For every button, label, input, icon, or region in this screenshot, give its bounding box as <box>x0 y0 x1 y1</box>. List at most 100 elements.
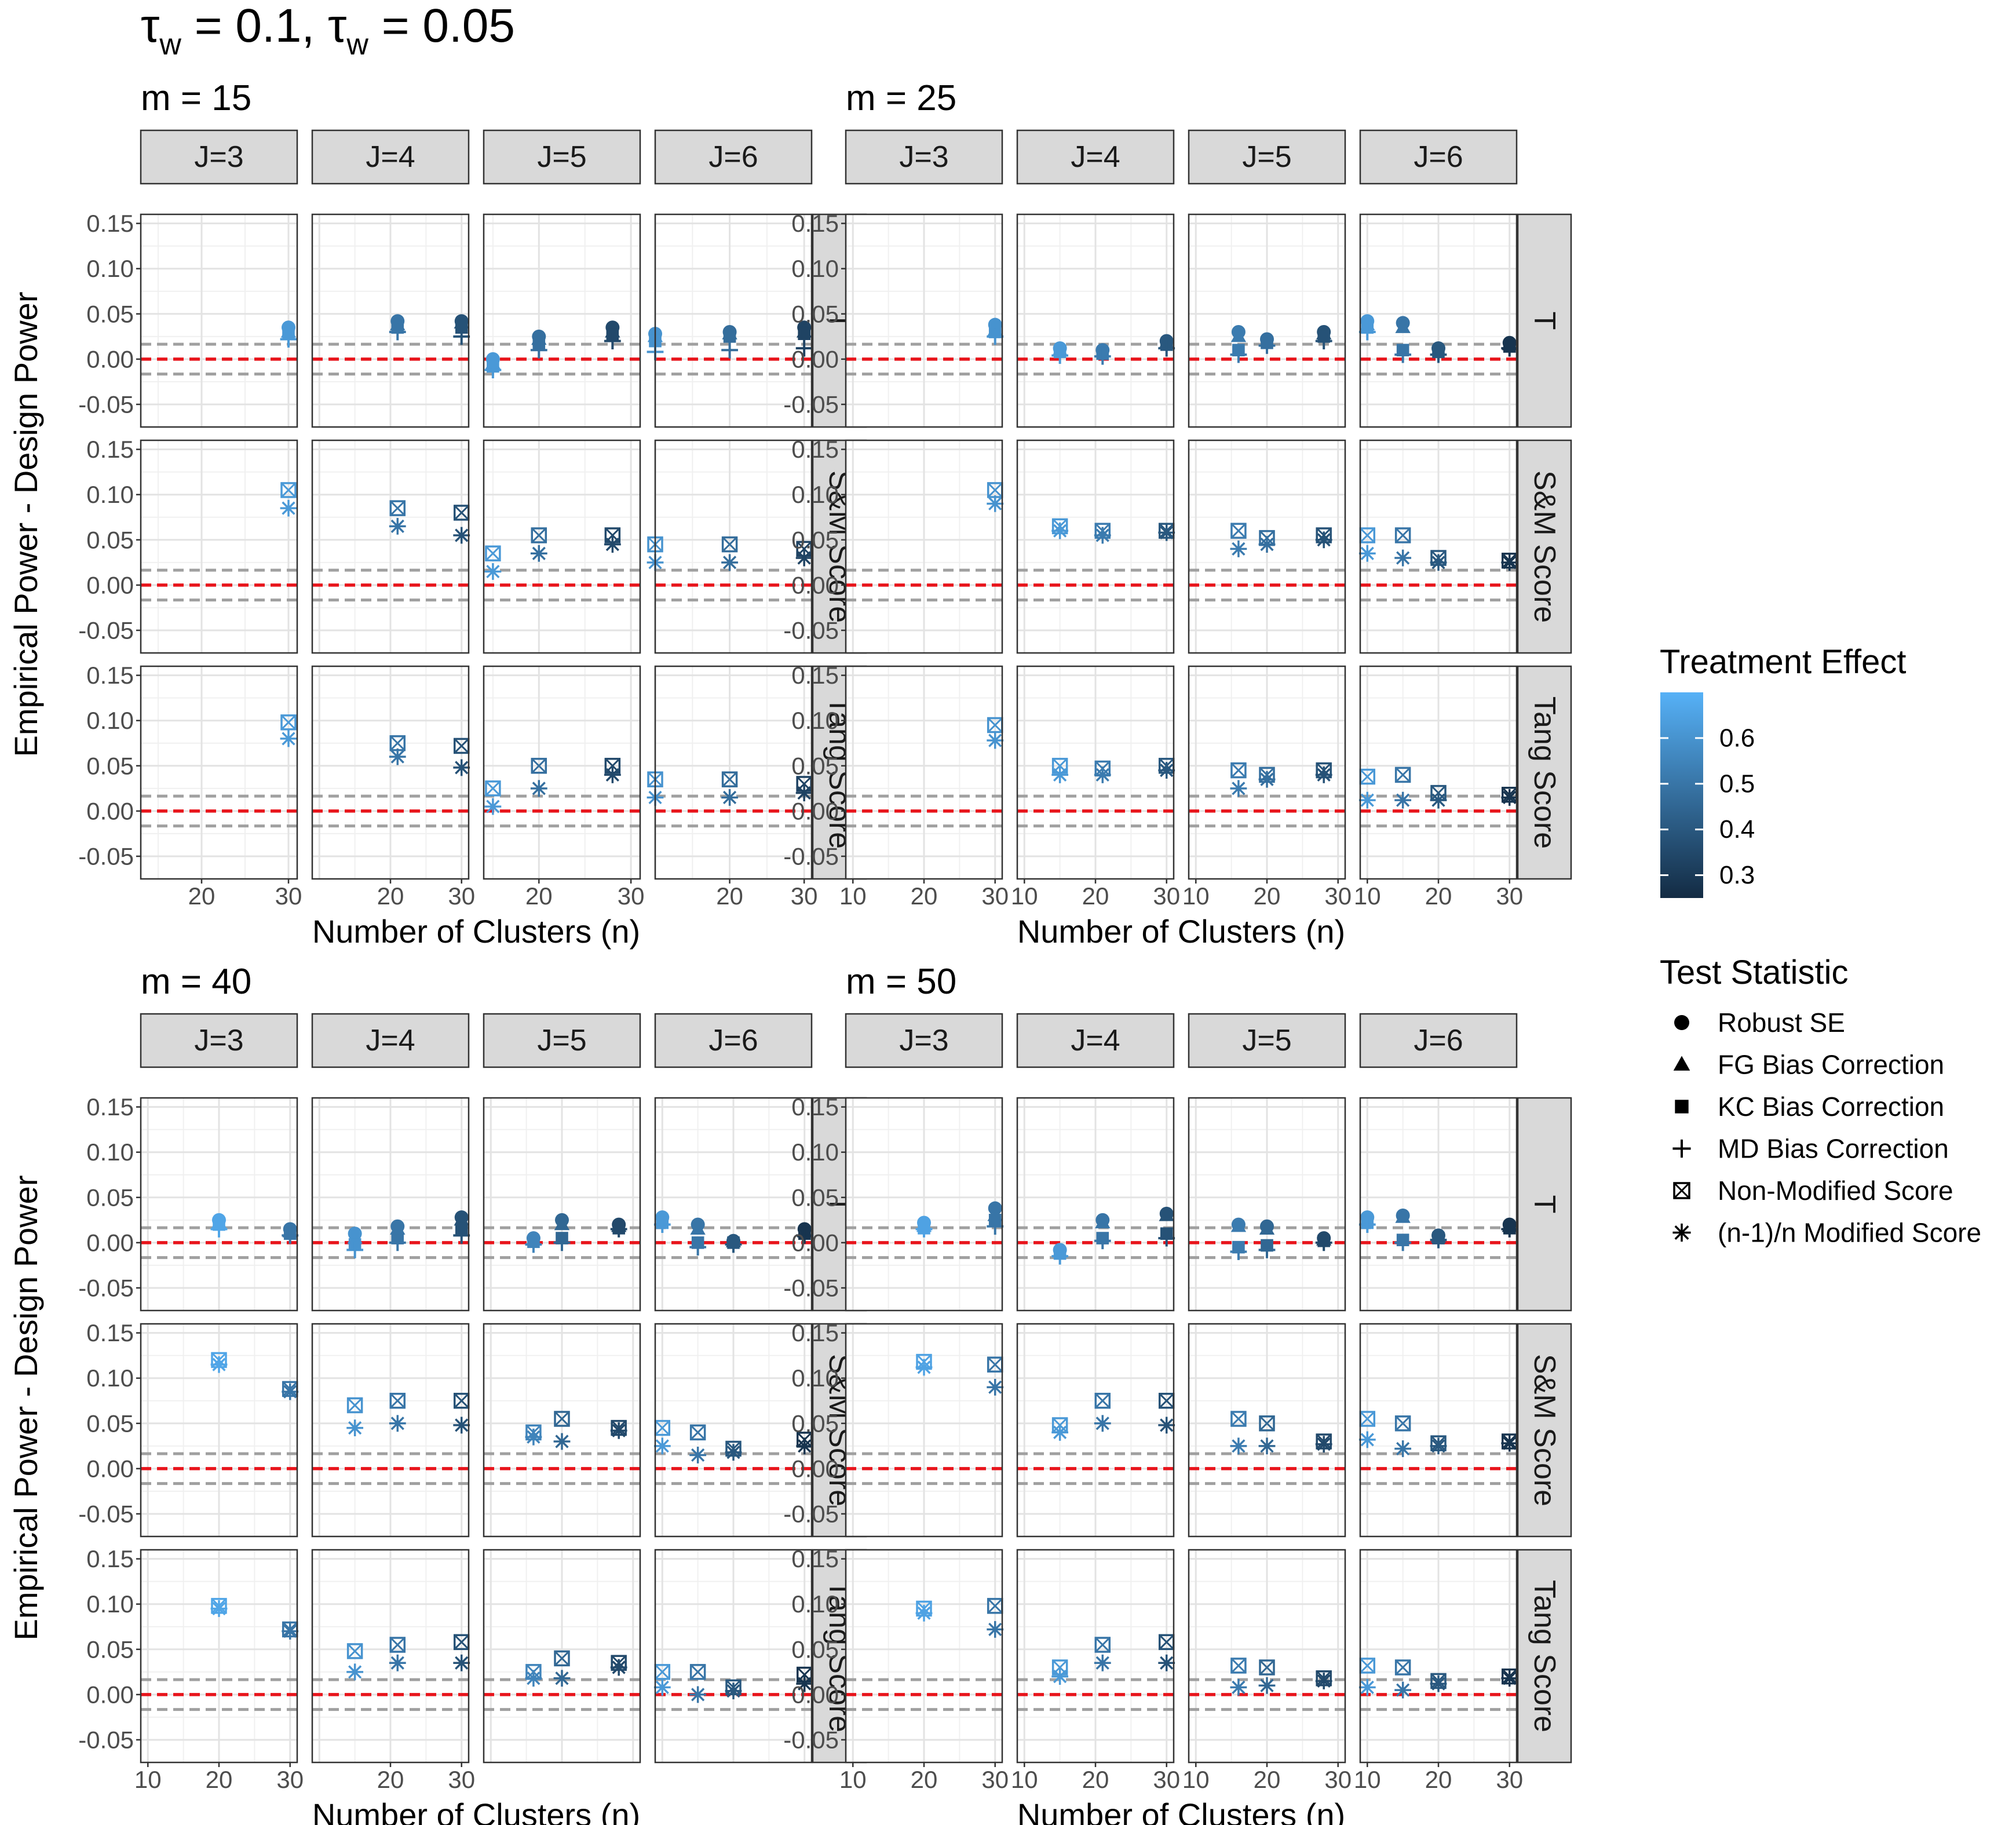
data-point-star <box>210 1600 228 1617</box>
panel-border <box>1359 439 1518 654</box>
x-tick-label: 10 <box>1354 882 1381 910</box>
data-point-star <box>453 759 470 776</box>
data-point-star <box>1230 1437 1247 1455</box>
panel-J=4: J=4 20 30 <box>311 129 475 910</box>
y-tick-label: 0.00 <box>86 1681 134 1708</box>
panel-border <box>1188 439 1346 654</box>
data-point-star <box>1158 762 1175 779</box>
y-tick-label: 0.00 <box>791 1455 839 1482</box>
legend-item-label: (n-1)/n Modified Score <box>1718 1218 1981 1248</box>
data-point-star <box>987 495 1004 512</box>
panel-border <box>654 665 813 880</box>
x-tick-label: 30 <box>618 882 645 910</box>
cell-Tang <box>483 665 641 880</box>
panel-J=4: J=4 10 20 30 <box>1011 129 1180 910</box>
data-point-star <box>915 1604 933 1622</box>
data-point-plus <box>1158 340 1175 357</box>
panel-J=3: J=3 20 30 <box>140 129 302 910</box>
x-tick-label: 30 <box>448 882 475 910</box>
panel-border <box>1188 213 1346 428</box>
x-tick-label: 30 <box>1324 1766 1352 1793</box>
legend-key-circle <box>1674 1015 1689 1030</box>
y-tick-label: 0.10 <box>86 1138 134 1166</box>
y-tick-label: 0.15 <box>86 210 134 237</box>
data-point-triangle <box>1230 1218 1247 1232</box>
data-point-plus <box>1358 1216 1376 1233</box>
panel-J=5: J=5 20 30 <box>483 129 645 910</box>
data-point-star <box>389 748 406 765</box>
cell-Tang <box>1016 665 1175 880</box>
data-point-plus <box>1094 348 1111 365</box>
data-point-boxx <box>554 1650 570 1667</box>
data-point-boxx <box>1230 1658 1247 1674</box>
panel-border <box>1359 1323 1518 1538</box>
data-point-boxx <box>721 536 738 553</box>
block-title: m = 15 <box>141 78 251 118</box>
y-tick-label: 0.05 <box>86 300 134 327</box>
data-point-triangle <box>454 1212 469 1226</box>
panel-border <box>140 665 298 880</box>
data-point-star <box>915 1359 933 1376</box>
data-point-plus <box>453 328 470 345</box>
col-strip-label: J=5 <box>537 140 586 174</box>
data-point-star <box>1394 1681 1412 1699</box>
shape-legend-title: Test Statistic <box>1660 954 1849 991</box>
data-point-plus <box>795 340 813 357</box>
panel-background <box>141 666 297 879</box>
panel-border <box>483 1549 641 1764</box>
data-point-star <box>1358 1678 1376 1696</box>
legend-item-label: MD Bias Correction <box>1718 1134 1949 1164</box>
cell-Tang <box>647 665 813 880</box>
row-strip <box>1517 439 1572 654</box>
panel-border <box>1016 439 1175 654</box>
y-tick-label: 0.10 <box>86 1364 134 1392</box>
y-tick-label: 0.10 <box>86 707 134 734</box>
data-point-plus <box>1394 346 1412 363</box>
panel-border <box>1188 1323 1346 1538</box>
panel-border <box>140 1323 298 1538</box>
data-point-square <box>798 327 810 340</box>
data-point-plus <box>1051 347 1069 364</box>
data-point-star <box>1501 1670 1518 1687</box>
data-point-star <box>553 1670 571 1687</box>
x-tick-label: 30 <box>981 882 1009 910</box>
data-point-star <box>1315 531 1332 549</box>
data-point-boxx <box>1230 523 1247 539</box>
y-tick-label: 0.10 <box>791 255 839 282</box>
row-strip-label: T <box>1528 1195 1561 1214</box>
y-tick-label: 0.05 <box>86 1184 134 1211</box>
data-point-plus <box>530 341 547 359</box>
panel-border <box>1016 1097 1175 1312</box>
x-tick-label: 30 <box>1153 882 1180 910</box>
cell-SM <box>647 439 813 654</box>
x-tick-label: 30 <box>791 882 818 910</box>
data-point-boxx <box>346 1643 363 1659</box>
data-point-plus <box>389 323 406 341</box>
x-tick-label: 10 <box>1182 1766 1210 1793</box>
col-strip <box>654 1013 813 1068</box>
panel-border <box>845 439 1003 654</box>
data-point-star <box>1258 1677 1276 1694</box>
data-point-star <box>530 545 547 562</box>
y-tick-label: -0.05 <box>783 1500 839 1527</box>
cell-SM <box>1016 1323 1175 1538</box>
panel-J=4: J=4 10 20 30 <box>1011 1013 1180 1793</box>
data-point-boxx <box>1259 1659 1275 1676</box>
data-point-boxx <box>1094 1392 1111 1409</box>
y-tick-label: 0.15 <box>86 1093 134 1120</box>
data-point-star <box>725 1682 742 1700</box>
data-point-star <box>987 1378 1004 1396</box>
data-point-plus <box>721 341 738 359</box>
panel-border <box>654 1323 813 1538</box>
y-tick-label: 0.05 <box>86 752 134 779</box>
test-statistic-legend: Test Statistic Robust SE FG Bias Correcti… <box>1660 954 1981 1248</box>
cell-Tang <box>311 1549 470 1764</box>
cell-T <box>647 213 813 428</box>
col-strip-label: J=6 <box>708 1024 758 1057</box>
cell-SM <box>845 1323 1004 1538</box>
data-point-plus <box>987 328 1004 345</box>
panel-J=5: J=5 <box>483 1013 641 1764</box>
data-point-star <box>389 1654 406 1671</box>
row-strip <box>1517 213 1572 428</box>
